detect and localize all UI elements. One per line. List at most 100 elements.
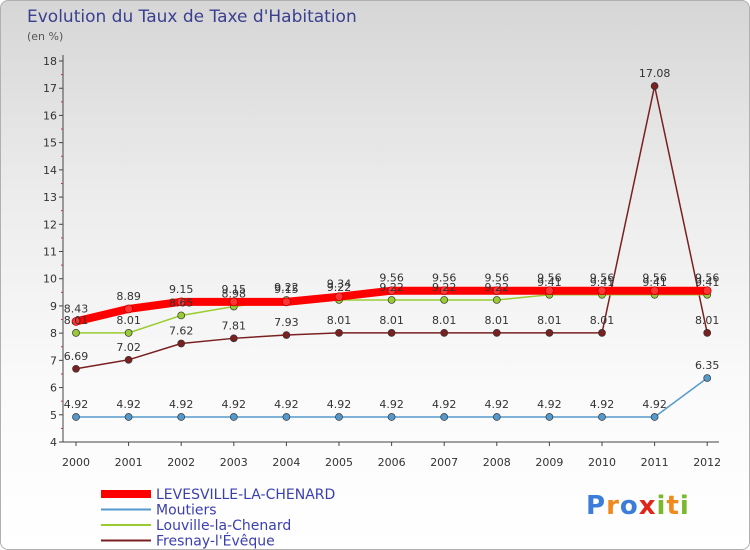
data-point — [703, 374, 712, 382]
data-label: 9.22 — [274, 281, 299, 294]
data-point — [72, 364, 80, 373]
data-label: 8.01 — [327, 314, 352, 327]
data-point — [177, 339, 186, 348]
data-point — [229, 297, 239, 307]
data-label: 8.01 — [64, 314, 89, 327]
y-tick-label: 10 — [43, 273, 57, 286]
logo-letter: P — [586, 491, 607, 521]
series-1 — [72, 374, 712, 421]
data-point — [176, 297, 186, 307]
data-point — [124, 413, 133, 421]
data-point — [387, 296, 396, 304]
data-point — [124, 355, 133, 364]
data-label: 6.35 — [695, 359, 720, 372]
legend-label: Louville-la-Chenard — [156, 518, 291, 534]
data-point — [124, 304, 133, 314]
logo-letter: r — [606, 491, 620, 521]
logo-letter: i — [656, 491, 667, 521]
data-label: 8.98 — [222, 287, 247, 300]
legend-label: Moutiers — [156, 503, 217, 519]
data-point — [440, 296, 449, 304]
data-point — [387, 413, 396, 421]
y-tick-label: 5 — [50, 409, 57, 422]
data-label: 4.92 — [169, 398, 194, 411]
y-tick-label: 15 — [43, 137, 57, 150]
data-label: 9.22 — [432, 281, 457, 294]
data-point — [72, 413, 80, 421]
data-point — [282, 297, 291, 307]
data-point — [545, 286, 554, 296]
data-point — [334, 292, 344, 302]
data-label: 9.56 — [432, 272, 457, 285]
data-point — [650, 82, 659, 90]
data-point — [335, 329, 343, 337]
logo-letter: i — [679, 491, 690, 521]
x-tick-label: 2009 — [535, 456, 563, 469]
data-label: 8.01 — [590, 314, 615, 327]
data-label: 4.92 — [222, 398, 247, 411]
y-tick-label: 12 — [43, 218, 57, 231]
unit-label: (en %) — [27, 30, 64, 43]
data-label: 4.92 — [485, 398, 510, 411]
logo-letter: t — [666, 491, 680, 521]
data-label: 8.01 — [695, 314, 720, 327]
x-tick-label: 2000 — [62, 456, 90, 469]
data-label: 9.56 — [485, 272, 510, 285]
data-label: 7.93 — [274, 316, 299, 329]
data-label: 8.43 — [64, 302, 89, 315]
data-label: 9.56 — [537, 272, 562, 285]
data-point — [387, 286, 396, 296]
data-point — [440, 413, 449, 421]
data-point — [177, 311, 186, 320]
data-label: 9.22 — [379, 281, 404, 294]
data-label: 9.56 — [590, 272, 615, 285]
data-label: 7.02 — [116, 341, 141, 354]
data-label: 9.15 — [274, 283, 299, 296]
data-point — [124, 329, 133, 337]
data-point — [177, 413, 186, 421]
data-point — [650, 413, 659, 421]
chart-title: Evolution du Taux de Taxe d'Habitation — [27, 7, 357, 27]
data-point — [439, 286, 449, 296]
x-tick-label: 2005 — [325, 456, 353, 469]
data-label: 8.65 — [169, 296, 194, 309]
data-label: 9.41 — [642, 276, 667, 289]
logo-letter: o — [619, 491, 639, 521]
data-point — [72, 329, 80, 337]
data-label: 9.22 — [327, 281, 352, 294]
x-tick-label: 2010 — [588, 456, 616, 469]
data-point — [650, 286, 659, 296]
y-tick-label: 8 — [50, 327, 57, 340]
data-label: 8.89 — [116, 290, 141, 303]
data-label: 9.15 — [222, 283, 247, 296]
data-label: 7.81 — [222, 319, 247, 332]
data-label: 9.56 — [695, 272, 720, 285]
data-point — [71, 317, 81, 326]
y-tick-label: 17 — [43, 82, 57, 95]
x-tick-label: 2011 — [641, 456, 669, 469]
data-label: 4.92 — [64, 398, 89, 411]
data-point — [387, 329, 396, 337]
x-tick-label: 2006 — [378, 456, 406, 469]
x-tick-label: 2007 — [430, 456, 458, 469]
legend-label: Fresnay-l'Évêque — [156, 533, 275, 550]
data-label: 9.15 — [169, 283, 194, 296]
series-3 — [72, 82, 712, 373]
data-label: 9.41 — [537, 276, 562, 289]
data-point — [282, 413, 291, 421]
data-point — [335, 413, 343, 421]
data-label: 4.92 — [537, 398, 562, 411]
data-label: 6.69 — [64, 350, 89, 363]
data-label: 9.22 — [485, 281, 510, 294]
y-tick-label: 18 — [43, 55, 57, 68]
data-point — [492, 413, 501, 421]
data-point — [702, 286, 712, 296]
y-tick-label: 6 — [50, 382, 57, 395]
data-label: 9.56 — [642, 272, 667, 285]
data-point — [282, 331, 291, 339]
y-tick-label: 4 — [50, 436, 57, 449]
x-tick-label: 2008 — [483, 456, 511, 469]
data-point — [229, 413, 238, 421]
proxiti-logo: Proxiti — [586, 491, 690, 521]
